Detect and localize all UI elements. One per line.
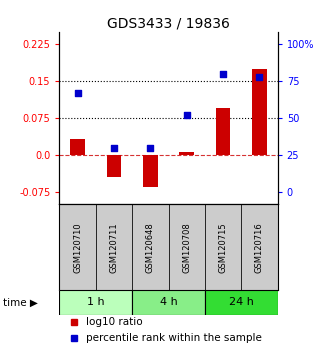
Text: time ▶: time ▶ — [3, 297, 38, 308]
Text: GSM120716: GSM120716 — [255, 222, 264, 273]
Bar — [70, 139, 85, 155]
Bar — [241, 204, 278, 290]
Text: 1 h: 1 h — [87, 297, 105, 308]
Bar — [132, 204, 169, 290]
Text: 24 h: 24 h — [229, 297, 254, 308]
Point — [148, 145, 153, 150]
Text: log10 ratio: log10 ratio — [86, 317, 142, 327]
Bar — [252, 69, 267, 155]
Point — [257, 74, 262, 80]
Bar — [205, 204, 241, 290]
Text: GSM120711: GSM120711 — [109, 222, 118, 273]
Bar — [132, 290, 205, 315]
Bar — [96, 204, 132, 290]
Bar — [216, 108, 230, 155]
Text: GSM120710: GSM120710 — [73, 222, 82, 273]
Bar — [169, 204, 205, 290]
Text: GSM120708: GSM120708 — [182, 222, 191, 273]
Bar — [59, 204, 96, 290]
Bar — [107, 155, 121, 177]
Bar — [143, 155, 158, 187]
Bar — [59, 290, 132, 315]
Text: GSM120648: GSM120648 — [146, 222, 155, 273]
Point — [221, 71, 226, 76]
Title: GDS3433 / 19836: GDS3433 / 19836 — [107, 17, 230, 31]
Point — [111, 145, 117, 150]
Point — [184, 112, 189, 118]
Text: GSM120715: GSM120715 — [219, 222, 228, 273]
Point — [75, 90, 80, 96]
Text: percentile rank within the sample: percentile rank within the sample — [86, 333, 261, 343]
Bar — [205, 290, 278, 315]
Bar — [179, 153, 194, 155]
Text: 4 h: 4 h — [160, 297, 178, 308]
